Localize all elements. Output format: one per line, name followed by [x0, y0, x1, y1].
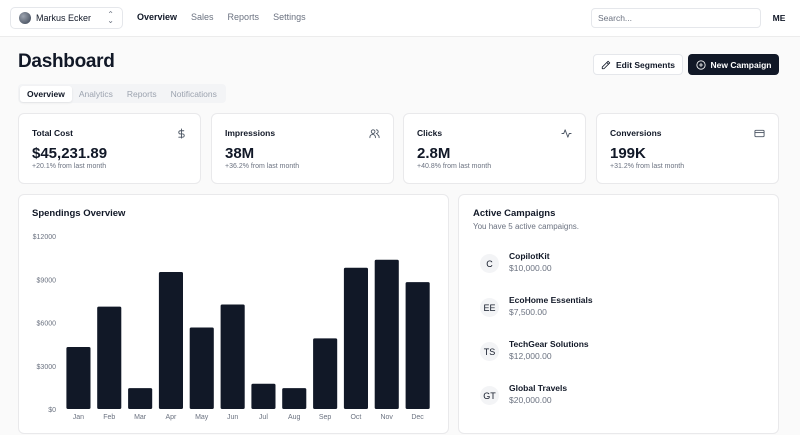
stat-label: Conversions [610, 128, 662, 138]
tab-reports[interactable]: Reports [126, 88, 157, 99]
campaign-avatar: TS [480, 342, 499, 361]
stat-value: 2.8M [417, 145, 451, 162]
activity-icon [561, 129, 572, 138]
bar-feb[interactable] [97, 306, 122, 409]
stat-label: Impressions [225, 128, 276, 138]
pencil-icon [601, 60, 611, 69]
users-icon [369, 129, 380, 139]
campaign-name: Global Travels [509, 383, 568, 393]
spendings-bar-chart: $0 $3000 $6000 $9000 $12000 Jan Feb Mar Apr May Ju… [33, 234, 430, 421]
credit-card-icon [754, 129, 765, 138]
stat-card-impressions: Impressions 38M +36.2% from last month [211, 113, 394, 184]
stat-change: +40.8% from last month [417, 163, 492, 170]
campaign-item[interactable]: EE EcoHome Essentials $7,500.00 [480, 295, 760, 325]
campaign-name: TechGear Solutions [509, 339, 589, 349]
spendings-overview-card: Spendings Overview $0 $3000 $6000 $9000 $120… [18, 194, 449, 434]
x-tick-label: Dec [411, 414, 424, 421]
bar-jul[interactable] [251, 383, 276, 409]
y-tick-label: $0 [48, 407, 56, 414]
chevron-up-down-icon: ⌃ ⌄ [107, 10, 114, 25]
nav-sales[interactable]: Sales [191, 12, 214, 22]
bar-may[interactable] [189, 327, 214, 410]
stat-label: Total Cost [32, 128, 73, 138]
bar-apr[interactable] [158, 272, 183, 409]
stat-change: +20.1% from last month [32, 163, 107, 170]
bar-aug[interactable] [282, 388, 307, 409]
x-tick-label: Sep [319, 414, 332, 421]
plus-circle-icon [695, 59, 706, 70]
stat-change: +31.2% from last month [610, 163, 685, 170]
x-tick-label: May [195, 414, 209, 421]
search-input[interactable] [591, 8, 761, 28]
page-title: Dashboard [18, 51, 115, 72]
tab-analytics[interactable]: Analytics [78, 88, 113, 99]
x-tick-label: Jun [227, 414, 238, 421]
main-nav: Overview Sales Reports Settings [137, 12, 306, 22]
y-tick-label: $6000 [37, 321, 57, 328]
x-tick-label: Jul [259, 414, 268, 421]
stat-card-clicks: Clicks 2.8M +40.8% from last month [403, 113, 586, 184]
stat-change: +36.2% from last month [225, 163, 300, 170]
stat-value: 199K [610, 145, 646, 162]
edit-segments-label: Edit Segments [615, 59, 676, 70]
campaign-amount: $20,000.00 [509, 395, 552, 405]
account-switcher[interactable]: Markus Ecker ⌃ ⌄ [10, 7, 123, 29]
bar-mar[interactable] [128, 388, 153, 409]
stat-card-conversions: Conversions 199K +31.2% from last month [596, 113, 779, 184]
x-tick-label: Mar [134, 414, 147, 421]
campaigns-subtitle: You have 5 active campaigns. [473, 222, 579, 231]
y-tick-label: $3000 [37, 364, 57, 371]
nav-settings[interactable]: Settings [273, 12, 306, 22]
y-tick-label: $9000 [37, 277, 57, 284]
x-tick-label: Oct [350, 414, 361, 421]
campaign-avatar: EE [480, 298, 499, 317]
nav-reports[interactable]: Reports [227, 12, 260, 22]
edit-segments-button[interactable]: Edit Segments [593, 54, 683, 75]
bar-jun[interactable] [220, 304, 245, 410]
x-tick-label: Apr [165, 414, 177, 421]
campaign-amount: $10,000.00 [509, 263, 552, 273]
dashboard-tabs: Overview Analytics Reports Notifications [18, 84, 226, 103]
nav-overview[interactable]: Overview [137, 12, 178, 22]
tab-overview[interactable]: Overview [20, 85, 72, 102]
campaign-item[interactable]: C CopilotKit $10,000.00 [480, 251, 760, 281]
chart-title: Spendings Overview [32, 208, 126, 219]
campaign-name: EcoHome Essentials [509, 295, 593, 305]
campaign-item[interactable]: GT Global Travels $20,000.00 [480, 383, 760, 413]
campaign-amount: $12,000.00 [509, 351, 552, 361]
new-campaign-label: New Campaign [710, 59, 772, 70]
x-tick-label: Feb [103, 414, 115, 421]
campaign-amount: $7,500.00 [509, 307, 547, 317]
campaigns-title: Active Campaigns [473, 208, 556, 219]
x-tick-label: Nov [380, 414, 393, 421]
x-tick-label: Jan [73, 414, 84, 421]
account-name: Markus Ecker [36, 13, 92, 23]
tab-notifications[interactable]: Notifications [170, 88, 217, 99]
stat-value: $45,231.89 [32, 145, 108, 162]
campaign-name: CopilotKit [509, 251, 550, 261]
dollar-icon [178, 128, 185, 139]
stat-value: 38M [225, 145, 255, 162]
top-bar: Markus Ecker ⌃ ⌄ Overview Sales Reports S… [0, 0, 800, 37]
bar-jan[interactable] [66, 347, 91, 409]
bar-dec[interactable] [405, 282, 430, 409]
bar-nov[interactable] [374, 259, 399, 409]
campaign-item[interactable]: TS TechGear Solutions $12,000.00 [480, 339, 760, 369]
campaign-avatar: GT [480, 386, 499, 405]
active-campaigns-card: Active Campaigns You have 5 active campa… [458, 194, 779, 434]
x-tick-label: Aug [288, 414, 301, 421]
user-avatar[interactable]: ME [772, 13, 786, 23]
bar-sep[interactable] [313, 338, 338, 409]
bar-oct[interactable] [343, 267, 368, 409]
stat-card-total-cost: Total Cost $45,231.89 +20.1% from last m… [18, 113, 201, 184]
y-tick-label: $12000 [33, 234, 56, 241]
new-campaign-button[interactable]: New Campaign [688, 54, 779, 75]
stat-label: Clicks [417, 128, 443, 138]
campaign-avatar: C [480, 254, 499, 273]
account-avatar [19, 12, 31, 24]
